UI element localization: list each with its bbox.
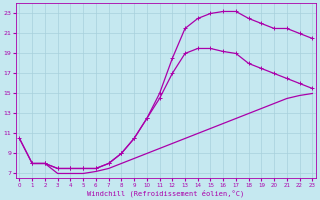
X-axis label: Windchill (Refroidissement éolien,°C): Windchill (Refroidissement éolien,°C) <box>87 189 244 197</box>
